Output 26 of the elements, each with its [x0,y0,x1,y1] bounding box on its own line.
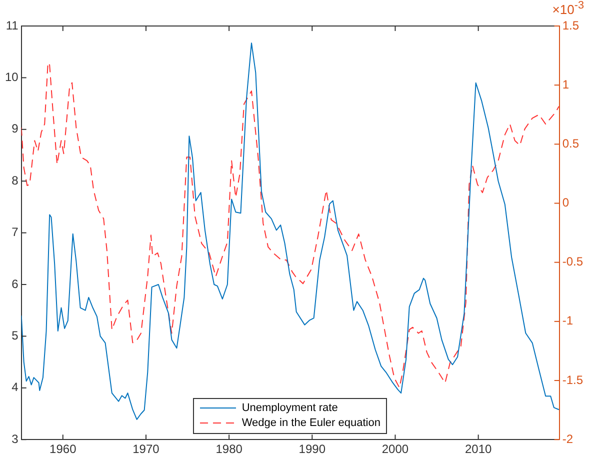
y2-tick-label: 0.5 [562,136,580,150]
y-tick-label: 4 [12,380,19,394]
y-tick-label: 3 [12,432,19,446]
legend-label: Unemployment rate [242,400,338,416]
y-tick-label: 10 [4,70,19,84]
y-tick-label: 11 [6,18,19,32]
y2-tick-label: 1.5 [562,18,580,32]
x-tick-label: 1980 [216,442,243,456]
x-tick-label: 2000 [382,442,409,456]
y-tick-label: 7 [12,225,19,240]
x-tick-label: 2010 [464,442,492,456]
y-tick-label: 6 [12,276,19,291]
y2-tick-label: -2 [562,432,574,446]
x-tick-label: 1960 [50,442,77,456]
x-tick-label: 1970 [132,442,160,456]
y-tick-label: 8 [12,173,19,188]
x-tick-label: 1990 [298,442,326,456]
y-tick-label: 5 [12,328,19,343]
y2-tick-label: 0 [562,196,570,210]
y-tick-label: 9 [12,122,19,136]
y2-tick-label: -1 [562,314,574,328]
legend-label: Wedge in the Euler equation [242,416,380,431]
y2-tick-label: -0.5 [562,254,584,269]
y2-tick-label: 1 [562,77,570,92]
y2-tick-label: -1.5 [562,372,584,387]
text: ×10$^{-3}$ [552,0,584,18]
